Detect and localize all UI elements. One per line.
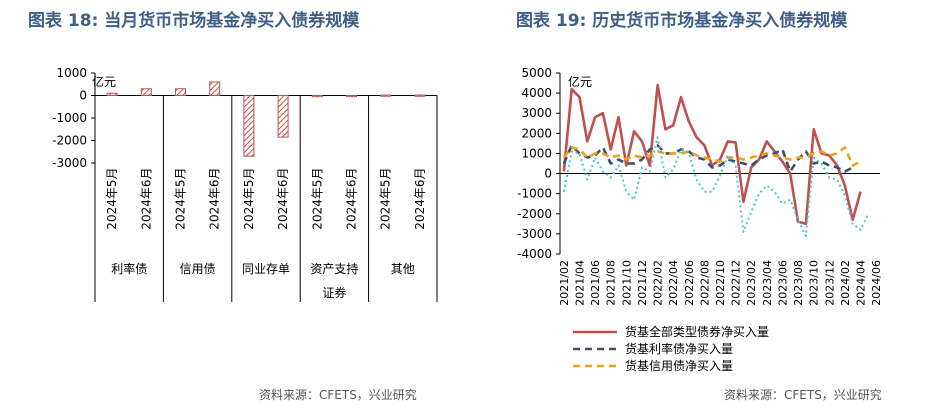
left-category-label: 2024年6月 bbox=[139, 168, 153, 230]
left-y-tick-label: 1000 bbox=[56, 66, 87, 80]
right-y-tick-label: 3000 bbox=[521, 106, 552, 120]
left-category-label: 2024年5月 bbox=[174, 168, 188, 230]
right-x-tick-label: 2023/06 bbox=[776, 260, 789, 306]
right-x-tick-label: 2021/04 bbox=[574, 260, 587, 306]
right-x-tick-label: 2022/12 bbox=[730, 260, 743, 306]
right-y-tick-label: -4000 bbox=[517, 247, 552, 261]
left-group-label: 利率债 bbox=[111, 261, 147, 276]
right-series-line bbox=[562, 136, 870, 237]
right-unit-label: 亿元 bbox=[568, 74, 592, 89]
left-group-label: 信用债 bbox=[180, 262, 216, 276]
left-y-tick-label: -3000 bbox=[52, 156, 87, 170]
right-legend-label: 货基全部类型债券净买入量 bbox=[625, 324, 769, 339]
right-y-tick-label: 5000 bbox=[521, 66, 552, 80]
left-source-note: 资料来源：CFETS，兴业研究 bbox=[259, 388, 417, 402]
right-series-line bbox=[562, 83, 862, 226]
left-bar bbox=[140, 88, 152, 96]
right-x-tick-label: 2023/12 bbox=[823, 260, 836, 306]
right-y-tick-label: 1000 bbox=[521, 146, 552, 160]
right-legend-label: 货基信用债净买入量 bbox=[625, 358, 733, 373]
right-x-tick-label: 2023/02 bbox=[745, 260, 758, 306]
right-x-tick-label: 2023/08 bbox=[792, 260, 805, 306]
right-x-tick-label: 2022/02 bbox=[652, 260, 665, 306]
left-group-label: 其他 bbox=[391, 262, 415, 276]
right-chart-title: 图表 19: 历史货币市场基金净买入债券规模 bbox=[516, 11, 848, 31]
right-x-tick-label: 2021/10 bbox=[620, 260, 633, 306]
right-x-tick-label: 2021/02 bbox=[558, 260, 571, 306]
left-group-label-cont: 证券 bbox=[322, 285, 346, 300]
left-bar bbox=[175, 88, 186, 96]
left-category-label: 2024年6月 bbox=[208, 168, 222, 230]
right-series-line bbox=[562, 146, 862, 167]
left-bar bbox=[311, 95, 323, 98]
right-x-tick-label: 2024/06 bbox=[870, 260, 883, 306]
left-bar bbox=[380, 94, 392, 97]
right-series-line bbox=[562, 144, 854, 173]
right-y-tick-label: 2000 bbox=[521, 126, 552, 140]
left-category-label: 2024年5月 bbox=[310, 168, 324, 230]
left-y-tick-label: -2000 bbox=[52, 134, 87, 148]
right-x-tick-label: 2021/08 bbox=[605, 260, 618, 306]
right-x-tick-label: 2021/12 bbox=[636, 260, 649, 306]
left-category-label: 2024年6月 bbox=[413, 168, 427, 230]
left-y-tick-label: -1000 bbox=[52, 111, 87, 125]
left-bar bbox=[346, 95, 357, 98]
left-category-label: 2024年6月 bbox=[276, 168, 290, 230]
left-bar bbox=[277, 95, 289, 138]
left-bar bbox=[209, 81, 221, 96]
left-y-tick-label: 0 bbox=[79, 89, 87, 103]
left-category-label: 2024年6月 bbox=[345, 168, 359, 230]
right-x-tick-label: 2024/04 bbox=[854, 260, 867, 306]
right-x-tick-label: 2021/06 bbox=[589, 260, 602, 306]
right-x-tick-label: 2022/08 bbox=[698, 260, 711, 306]
right-y-tick-label: -1000 bbox=[517, 187, 552, 201]
left-category-label: 2024年5月 bbox=[242, 168, 256, 230]
right-x-tick-label: 2022/10 bbox=[714, 260, 727, 306]
left-category-label: 2024年5月 bbox=[105, 168, 119, 230]
right-x-tick-label: 2024/02 bbox=[839, 260, 852, 306]
left-bar bbox=[106, 92, 118, 96]
left-bar bbox=[243, 95, 255, 157]
right-x-tick-label: 2022/06 bbox=[683, 260, 696, 306]
right-y-tick-label: 4000 bbox=[521, 86, 552, 100]
left-category-label: 2024年5月 bbox=[379, 168, 393, 230]
right-y-tick-label: -3000 bbox=[517, 227, 552, 241]
right-source-note: 资料来源：CFETS，兴业研究 bbox=[724, 388, 882, 402]
right-x-tick-label: 2023/10 bbox=[808, 260, 821, 306]
left-group-label: 同业存单 bbox=[242, 262, 290, 276]
left-bar bbox=[414, 94, 426, 97]
right-y-tick-label: -2000 bbox=[517, 207, 552, 221]
right-x-tick-label: 2023/04 bbox=[761, 260, 774, 306]
left-group-label: 资产支持 bbox=[310, 261, 358, 276]
left-chart-title: 图表 18: 当月货币市场基金净买入债券规模 bbox=[28, 11, 360, 31]
left-unit-label: 亿元 bbox=[92, 74, 116, 89]
right-y-tick-label: 0 bbox=[544, 167, 552, 181]
right-legend-label: 货基利率债净买入量 bbox=[625, 341, 733, 356]
right-x-tick-label: 2022/04 bbox=[667, 260, 680, 306]
